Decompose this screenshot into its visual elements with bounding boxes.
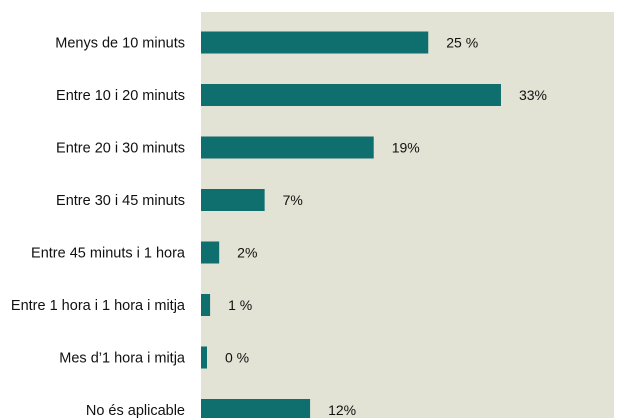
value-labels: 25 % 33% 19% 7% 2% 1 % 0 % 12% — [225, 35, 547, 418]
category-label: Mes d’1 hora i mitja — [59, 351, 186, 367]
value-label: 0 % — [225, 350, 249, 366]
category-labels: Menys de 10 minuts Entre 10 i 20 minuts En… — [11, 36, 186, 418]
bars — [201, 31, 501, 418]
bar — [201, 399, 311, 418]
category-label: Entre 30 i 45 minuts — [56, 193, 185, 209]
value-label: 2% — [237, 245, 257, 261]
bar — [201, 31, 429, 54]
bar — [201, 136, 374, 159]
category-label: Entre 20 i 30 minuts — [56, 141, 185, 157]
value-label: 25 % — [446, 35, 478, 51]
category-label: Entre 45 minuts i 1 hora — [31, 246, 186, 262]
value-label: 33% — [519, 87, 547, 103]
category-label: Menys de 10 minuts — [55, 36, 185, 52]
value-label: 19% — [392, 140, 420, 156]
value-label: 1 % — [228, 297, 252, 313]
bar — [201, 84, 501, 106]
category-label: Entre 10 i 20 minuts — [56, 88, 185, 104]
bar — [201, 294, 211, 316]
category-label: Entre 1 hora i 1 hora i mitja — [11, 298, 186, 314]
category-label: No és aplicable — [86, 403, 185, 418]
bar — [201, 346, 207, 369]
plot-background — [201, 12, 614, 418]
value-label: 12% — [328, 402, 356, 418]
bar — [201, 189, 265, 211]
value-label: 7% — [283, 192, 303, 208]
bar — [201, 241, 220, 264]
